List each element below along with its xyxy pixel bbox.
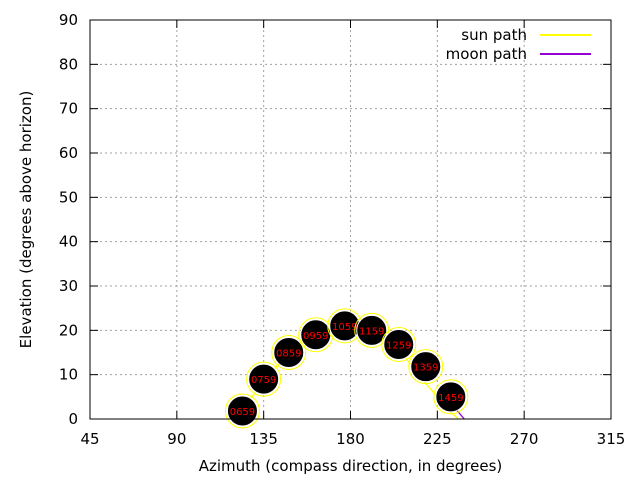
y-tick-label: 90 — [59, 11, 78, 29]
hour-label: 0959 — [303, 331, 328, 342]
hour-marker: 0759 — [246, 361, 282, 397]
y-tick-label: 10 — [59, 366, 78, 384]
legend-label: sun path — [461, 26, 527, 44]
hour-marker: 1259 — [381, 327, 417, 363]
x-tick-label: 270 — [510, 430, 539, 448]
y-tick-label: 60 — [59, 144, 78, 162]
legend-label: moon path — [446, 45, 527, 63]
marker-halo — [246, 361, 282, 397]
hour-label: 0759 — [251, 375, 276, 386]
marker-halo — [224, 393, 260, 429]
y-tick-label: 20 — [59, 321, 78, 339]
y-tick-label: 0 — [68, 410, 78, 428]
marker-disc — [300, 319, 332, 351]
marker-halo — [408, 349, 444, 385]
x-tick-label: 225 — [423, 430, 452, 448]
marker-halo — [381, 327, 417, 363]
grid — [90, 20, 611, 419]
x-axis-title: Azimuth (compass direction, in degrees) — [199, 457, 503, 475]
marker-disc — [356, 314, 388, 346]
marker-disc — [435, 381, 467, 413]
marker-disc — [273, 337, 305, 368]
y-tick-label: 80 — [59, 55, 78, 73]
hour-marker: 0659 — [224, 393, 260, 429]
hour-label: 0859 — [276, 349, 301, 360]
hour-marker: 1459 — [433, 379, 469, 415]
x-tick-label: 180 — [336, 430, 365, 448]
y-tick-label: 70 — [59, 100, 78, 118]
axis-ticks: 45 90 135 180 225 270 315 0 10 20 30 40 50 60 70 80 90 — [59, 11, 625, 448]
y-tick-label: 50 — [59, 188, 78, 206]
y-tick-label: 30 — [59, 277, 78, 295]
moon-path-line — [456, 409, 465, 420]
hour-label: 1359 — [413, 363, 438, 374]
x-tick-label: 90 — [167, 430, 186, 448]
marker-disc — [383, 329, 415, 361]
hour-marker: 1359 — [408, 349, 444, 385]
hour-marker: 1159 — [354, 312, 390, 348]
x-tick-label: 315 — [597, 430, 626, 448]
marker-halo — [271, 335, 307, 370]
plot-frame — [89, 19, 612, 420]
x-tick-label: 135 — [249, 430, 278, 448]
hour-marker: 0859 — [271, 335, 307, 370]
marker-halo — [433, 379, 469, 415]
y-axis-title: Elevation (degrees above horizon) — [17, 91, 35, 349]
hour-label: 1059 — [332, 322, 357, 333]
marker-disc — [410, 351, 442, 383]
hour-label: 1159 — [359, 326, 384, 337]
hour-marker: 0959 — [298, 317, 334, 353]
hour-label: 1459 — [438, 393, 463, 404]
x-tick-label: 45 — [80, 430, 99, 448]
y-tick-label: 40 — [59, 233, 78, 251]
hour-label: 0659 — [230, 407, 255, 418]
marker-disc — [248, 363, 280, 395]
hour-label: 1259 — [386, 341, 411, 352]
